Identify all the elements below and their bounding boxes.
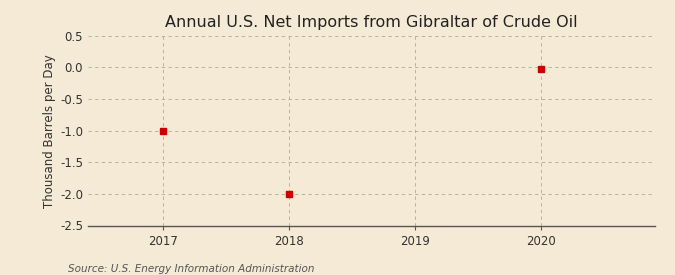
Text: Source: U.S. Energy Information Administration: Source: U.S. Energy Information Administ… [68,264,314,274]
Y-axis label: Thousand Barrels per Day: Thousand Barrels per Day [43,54,56,208]
Title: Annual U.S. Net Imports from Gibraltar of Crude Oil: Annual U.S. Net Imports from Gibraltar o… [165,15,578,31]
